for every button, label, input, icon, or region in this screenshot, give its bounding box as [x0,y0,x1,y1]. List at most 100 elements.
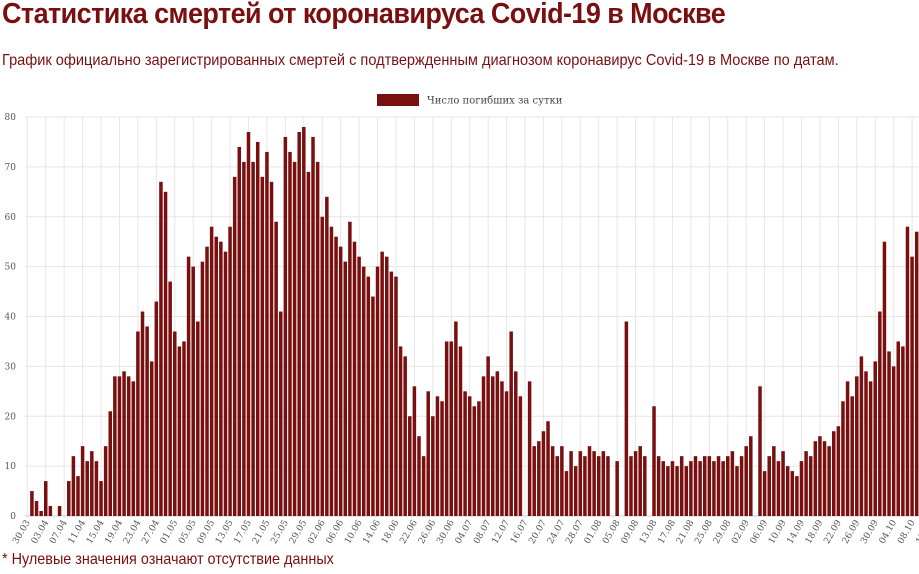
bar [509,331,513,516]
bar [196,321,200,516]
bar [186,256,191,516]
bar [223,251,228,516]
bar [394,276,398,516]
bar [145,326,149,516]
bar [472,406,477,516]
bar [408,416,412,516]
bar [799,461,804,516]
bar [182,341,186,516]
bar [214,236,218,516]
bar [205,246,209,517]
bar [527,381,532,516]
bar [426,391,430,516]
bar [712,461,716,516]
bar [76,476,80,516]
bar [767,456,771,516]
bar [458,346,463,516]
y-tick-label: 30 [5,362,17,372]
y-tick-label: 20 [5,412,17,422]
bar [615,461,619,516]
y-tick-label: 0 [10,512,16,522]
bar [334,236,338,516]
bar [859,356,864,516]
bar [873,361,877,516]
bar [730,451,735,516]
bar [361,266,366,516]
bar [43,481,48,516]
bar [232,176,237,516]
bar [532,446,536,516]
bar [546,421,550,516]
chart-bars [30,126,919,517]
bar [560,446,564,516]
bar [790,471,795,516]
bar [292,161,297,516]
bar [126,376,131,516]
bar [758,386,762,516]
bar [735,466,739,516]
bar [90,451,94,516]
bar [329,226,334,516]
bar [564,471,569,516]
bar [827,446,831,516]
bar [583,456,587,516]
bar [652,406,656,516]
bar [878,311,882,516]
bar [490,376,495,516]
bar [113,376,117,516]
bar [274,221,278,517]
bar [481,376,486,516]
bar [380,251,384,516]
bar [99,481,103,516]
bar [237,146,242,517]
bar [785,466,790,516]
bar [901,346,905,516]
bar [739,456,744,516]
bar [338,246,343,517]
bar [666,466,670,516]
bar [845,381,850,516]
deaths-bar-chart: 0 10 20 30 40 50 60 70 80 30.0303.0407.0411.0415… [5,94,919,546]
bar [315,161,320,516]
bar [675,466,679,516]
bar [108,411,113,516]
bar [255,141,260,516]
bar [587,446,592,516]
bar [34,501,39,516]
bar [808,456,813,516]
bar [569,451,573,516]
bar [831,431,836,516]
page-title: Статистика смертей от коронавируса Covid… [2,0,726,30]
bar [633,451,638,516]
bar [251,161,255,516]
bar [131,381,136,516]
bar [168,281,172,516]
chart-legend[interactable]: Число погибших за сутки [377,94,563,107]
bar [624,321,629,516]
bar [242,161,246,516]
bar [30,491,34,516]
bar [246,131,251,516]
bar [679,456,684,516]
bar [283,136,288,516]
bar [813,441,818,516]
bar [260,176,265,516]
bar [39,511,43,516]
y-tick-label: 70 [5,163,17,173]
bar [661,461,665,516]
bar [122,371,126,516]
bar [495,371,500,516]
bar [804,451,808,516]
bar [403,356,407,516]
bar [163,191,168,516]
bar [486,356,490,516]
bar [578,451,583,516]
bar [601,451,606,516]
bar [882,241,887,516]
bar [795,476,799,516]
bar [440,401,444,516]
y-tick-label: 60 [5,213,17,223]
bar [868,381,873,516]
bar [288,151,292,516]
bar [467,396,472,516]
